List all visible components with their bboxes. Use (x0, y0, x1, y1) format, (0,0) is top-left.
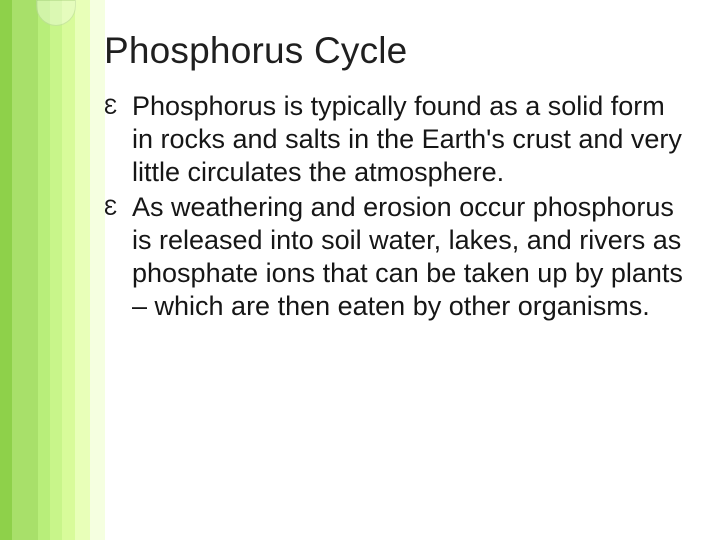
bullet-text: Phosphorus is typically found as a solid… (132, 91, 682, 187)
slide-title: Phosphorus Cycle (104, 30, 692, 72)
bullet-item: ƐPhosphorus is typically found as a soli… (104, 90, 692, 189)
bullet-text: As weathering and erosion occur phosphor… (132, 192, 683, 321)
slide: Phosphorus Cycle ƐPhosphorus is typicall… (0, 0, 720, 540)
slide-body: ƐPhosphorus is typically found as a soli… (104, 90, 692, 323)
slide-content: Phosphorus Cycle ƐPhosphorus is typicall… (104, 30, 692, 512)
bullet-item: ƐAs weathering and erosion occur phospho… (104, 191, 692, 323)
bullet-icon: Ɛ (104, 195, 132, 222)
bullet-icon: Ɛ (104, 94, 132, 121)
